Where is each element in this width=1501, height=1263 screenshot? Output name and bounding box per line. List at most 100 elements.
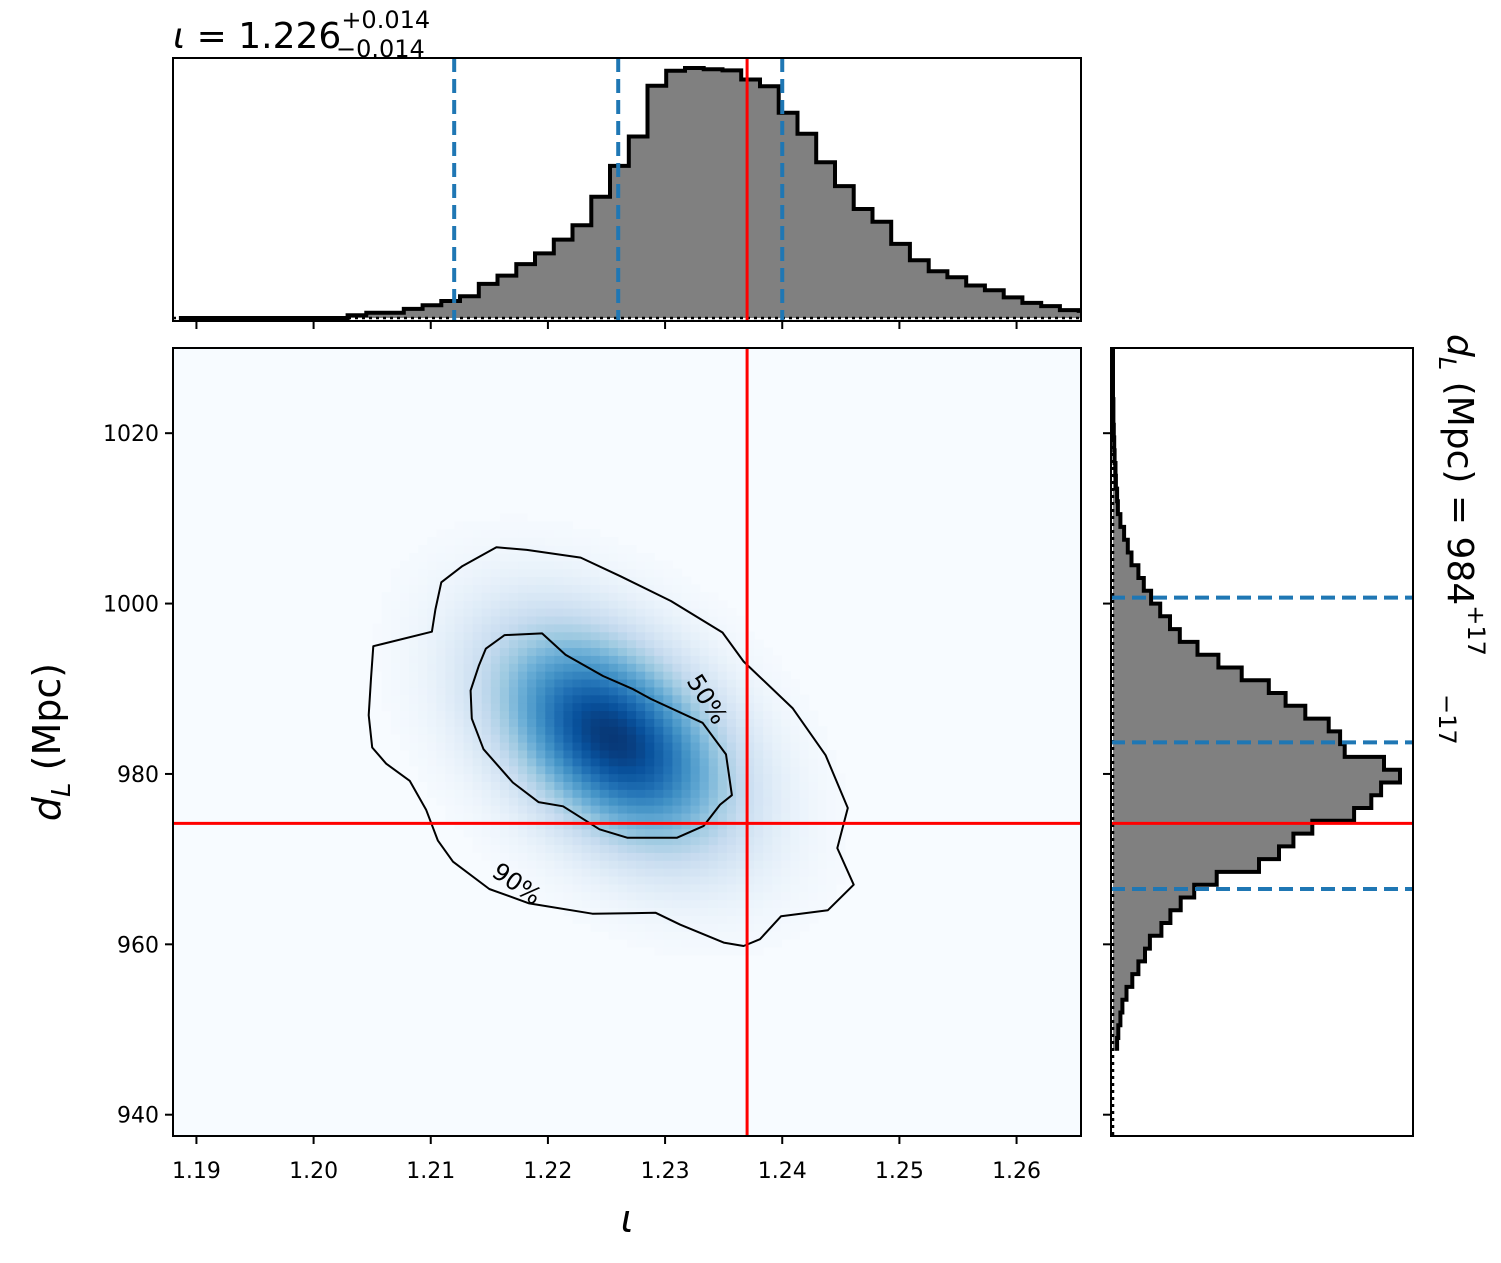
- heatmap-cell: [608, 883, 619, 893]
- heatmap-cell: [735, 631, 746, 641]
- heatmap-cell: [699, 907, 710, 916]
- heatmap-cell: [808, 718, 819, 727]
- heatmap-cell: [463, 765, 474, 775]
- heatmap-cell: [772, 765, 782, 775]
- heatmap-cell: [681, 812, 692, 822]
- heatmap-cell: [708, 907, 719, 916]
- heatmap-cell: [590, 915, 601, 924]
- heatmap-cell: [699, 773, 710, 782]
- heatmap-cell: [636, 576, 646, 585]
- heatmap-cell: [690, 678, 701, 688]
- heatmap-cell: [499, 781, 510, 790]
- heatmap-cell: [672, 931, 683, 940]
- heatmap-cell: [627, 765, 637, 775]
- heatmap-cell: [454, 742, 465, 751]
- heatmap-cell: [799, 702, 810, 712]
- heatmap-cell: [654, 907, 664, 916]
- heatmap-cell: [527, 797, 537, 806]
- heatmap-cell: [499, 576, 510, 585]
- iota-title-symbol: ι: [173, 16, 185, 57]
- heatmap-cell: [754, 852, 764, 861]
- heatmap-cell: [427, 537, 437, 546]
- heatmap-cell: [545, 710, 555, 719]
- heatmap-cell: [826, 789, 837, 798]
- heatmap-cell: [817, 812, 828, 822]
- heatmap-cell: [617, 545, 628, 554]
- heatmap-cell: [745, 757, 755, 767]
- heatmap-cell: [481, 568, 492, 578]
- heatmap-cell: [717, 812, 728, 822]
- heatmap-cell: [817, 749, 828, 759]
- heatmap-cell: [681, 686, 692, 696]
- heatmap-cell: [554, 568, 565, 578]
- heatmap-cell: [554, 868, 565, 877]
- heatmap-cell: [663, 749, 673, 759]
- heatmap-cell: [454, 608, 465, 617]
- heatmap-cell: [608, 852, 619, 861]
- heatmap-cell: [536, 623, 546, 633]
- heatmap-cell: [672, 742, 683, 751]
- heatmap-cell: [472, 615, 483, 625]
- heatmap-cell: [726, 710, 737, 719]
- heatmap-cell: [518, 608, 528, 617]
- heatmap-cell: [572, 852, 583, 861]
- heatmap-cell: [499, 852, 510, 861]
- heatmap-cell: [636, 891, 646, 901]
- heatmap-cell: [663, 560, 673, 570]
- heatmap-cell: [790, 899, 801, 909]
- heatmap-cell: [499, 671, 510, 680]
- heatmap-cell: [572, 765, 583, 775]
- heatmap-cell: [717, 600, 728, 609]
- heatmap-cell: [527, 765, 537, 775]
- heatmap-cell: [627, 907, 637, 916]
- heatmap-cell: [545, 891, 555, 901]
- heatmap-cell: [617, 923, 628, 932]
- heatmap-cell: [599, 789, 610, 798]
- heatmap-cell: [781, 812, 792, 822]
- heatmap-cell: [599, 749, 610, 759]
- heatmap-cell: [690, 647, 701, 656]
- heatmap-cell: [654, 647, 664, 656]
- heatmap-cell: [654, 844, 664, 853]
- heatmap-cell: [536, 552, 546, 562]
- heatmap-cell: [654, 686, 664, 696]
- heatmap-cell: [627, 781, 637, 790]
- heatmap-cell: [545, 655, 555, 664]
- heatmap-cell: [400, 631, 410, 641]
- heatmap-cell: [717, 820, 728, 830]
- heatmap-cell: [536, 568, 546, 578]
- heatmap-cell: [781, 836, 792, 846]
- heatmap-cell: [690, 907, 701, 916]
- heatmap-cell: [681, 584, 692, 593]
- heatmap-cell: [418, 686, 428, 696]
- heatmap-cell: [572, 875, 583, 885]
- heatmap-cell: [617, 875, 628, 885]
- heatmap-cell: [409, 726, 419, 735]
- heatmap-cell: [708, 686, 719, 696]
- heatmap-cell: [545, 797, 555, 806]
- heatmap-cell: [590, 836, 601, 846]
- heatmap-cell: [826, 844, 837, 853]
- heatmap-cell: [554, 757, 565, 767]
- heatmap-cell: [617, 710, 628, 719]
- heatmap-cell: [563, 615, 574, 625]
- heatmap-cell: [781, 844, 792, 853]
- heatmap-cell: [527, 820, 537, 830]
- heatmap-cell: [527, 852, 537, 861]
- heatmap-cell: [735, 797, 746, 806]
- heatmap-cell: [781, 789, 792, 798]
- heatmap-cell: [508, 828, 519, 838]
- heatmap-cell: [508, 631, 519, 641]
- heatmap-cell: [754, 891, 764, 901]
- heatmap-cell: [581, 718, 592, 727]
- heatmap-cell: [563, 623, 574, 633]
- heatmap-cell: [681, 742, 692, 751]
- heatmap-cell: [518, 584, 528, 593]
- heatmap-cell: [418, 631, 428, 641]
- heatmap-cell: [463, 639, 474, 649]
- heatmap-cell: [699, 939, 710, 948]
- heatmap-cell: [572, 820, 583, 830]
- heatmap-cell: [663, 939, 673, 948]
- heatmap-cell: [808, 726, 819, 735]
- heatmap-cell: [581, 710, 592, 719]
